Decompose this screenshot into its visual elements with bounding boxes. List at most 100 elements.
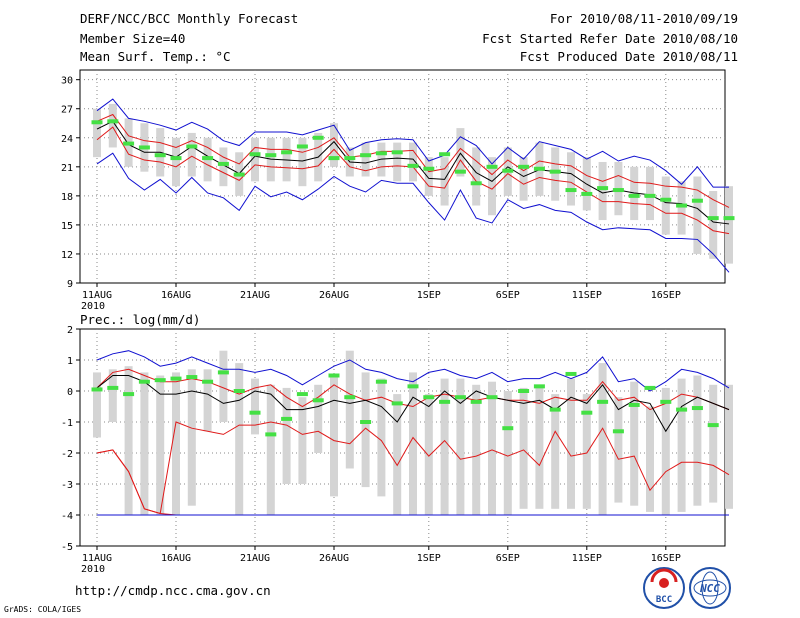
spread-box [361,142,370,177]
observation-mark [391,401,403,406]
ensemble-max-line [96,98,729,188]
observation-mark [549,407,561,412]
y-tick-label: -1 [61,418,73,429]
ensemble-mean-line [96,375,730,433]
year-label: 2010 [81,301,105,312]
spread-box [456,128,465,177]
spread-box [298,397,307,484]
observation-mark [123,141,135,146]
observation-mark [533,384,545,389]
spread-box [598,161,607,221]
spread-box [488,157,496,216]
x-tick-label: 6SEP [496,553,520,564]
spread-box [440,378,449,515]
observation-mark [676,407,688,412]
ensemble-max-line [96,350,730,392]
spread-upper-line [96,113,730,208]
x-tick-label: 21AUG [240,290,270,301]
chart-title: DERF/NCC/BCC Monthly Forecast [80,11,299,26]
observation-mark [549,169,561,174]
observation-mark [391,150,403,155]
observation-mark [502,168,514,173]
observation-mark [407,163,419,168]
ncc-logo-text: NCC [699,582,720,595]
observation-mark [439,399,451,404]
observation-mark [375,379,387,384]
observation-mark [439,152,451,157]
observation-mark [170,156,182,161]
y-tick-label: 30 [61,76,73,87]
observation-mark [296,144,308,149]
spread-box [677,378,686,512]
spread-box [472,384,481,515]
spread-box [424,157,433,196]
y-tick-label: 24 [61,134,73,145]
spread-box [614,397,623,503]
observation-mark [470,181,482,186]
observation-mark [154,153,166,158]
observation-mark [533,166,545,171]
observation-mark [597,399,609,404]
observation-mark [581,410,593,415]
spread-box [377,378,386,497]
observation-mark [565,371,577,376]
observation-mark [407,384,419,389]
observation-mark [454,169,466,174]
forecast-start-date: Fcst Started Refer Date 2010/08/10 [482,31,738,46]
observation-mark [170,376,182,381]
y-tick-label: 0 [67,387,73,398]
spread-box [219,350,228,422]
observation-mark [676,203,688,208]
observation-mark [597,186,609,191]
spread-box [203,369,212,432]
x-tick-label: 16AUG [161,553,191,564]
y-tick-label: 15 [61,221,73,232]
source-url[interactable]: http://cmdp.ncc.cma.gov.cn [75,583,271,598]
observation-mark [107,385,119,390]
spread-box [472,147,481,206]
y-tick-label: 18 [61,192,73,203]
precipitation-panel: -5 -4 -3 -2 -1 0 1 2 11AUG 16AUG 21AUG 26AUG 1SEP 6SE… [61,312,733,575]
observation-mark [217,161,229,166]
observation-mark [186,144,198,149]
observation-mark [296,392,308,397]
spread-box [235,363,244,515]
observation-mark [612,188,624,193]
observation-mark [202,156,214,161]
observation-mark [565,188,577,193]
x-tick-label: 16SEP [651,553,681,564]
x-tick-label: 16SEP [651,290,681,301]
second-spread-lower-line [96,421,730,515]
spread-box [630,381,639,506]
spread-box [298,137,307,187]
spread-box [535,384,544,509]
y-tick-label: -4 [61,511,73,522]
spread-box [393,394,402,515]
spread-box [187,132,196,177]
spread-box [567,378,575,509]
observation-mark [375,151,387,156]
y-tick-label: 12 [61,250,73,261]
y-tick-label: -5 [61,542,73,553]
observation-mark [644,385,656,390]
temperature-frame [79,69,726,284]
y-tick-label: 27 [61,105,73,116]
temperature-panel: 9 12 15 18 21 24 27 30 11AUG 16AUG 21AUG 26AUG 1SEP 6… [61,69,735,312]
x-tick-label: 11AUG [82,553,112,564]
spread-box [725,384,733,509]
spread-box [330,375,338,497]
spread-box [424,394,433,515]
spread-box [124,366,133,515]
observation-mark [518,164,530,169]
observation-mark [312,398,324,403]
spread-box [393,142,402,182]
x-tick-label: 26AUG [319,290,349,301]
spread-box [646,166,654,221]
x-tick-label: 11AUG [82,290,112,301]
variable-label: Mean Surf. Temp.: °C [80,49,231,64]
observation-mark [518,389,530,393]
observation-mark [249,410,261,415]
observation-mark [644,193,656,198]
spread-box [551,147,560,201]
